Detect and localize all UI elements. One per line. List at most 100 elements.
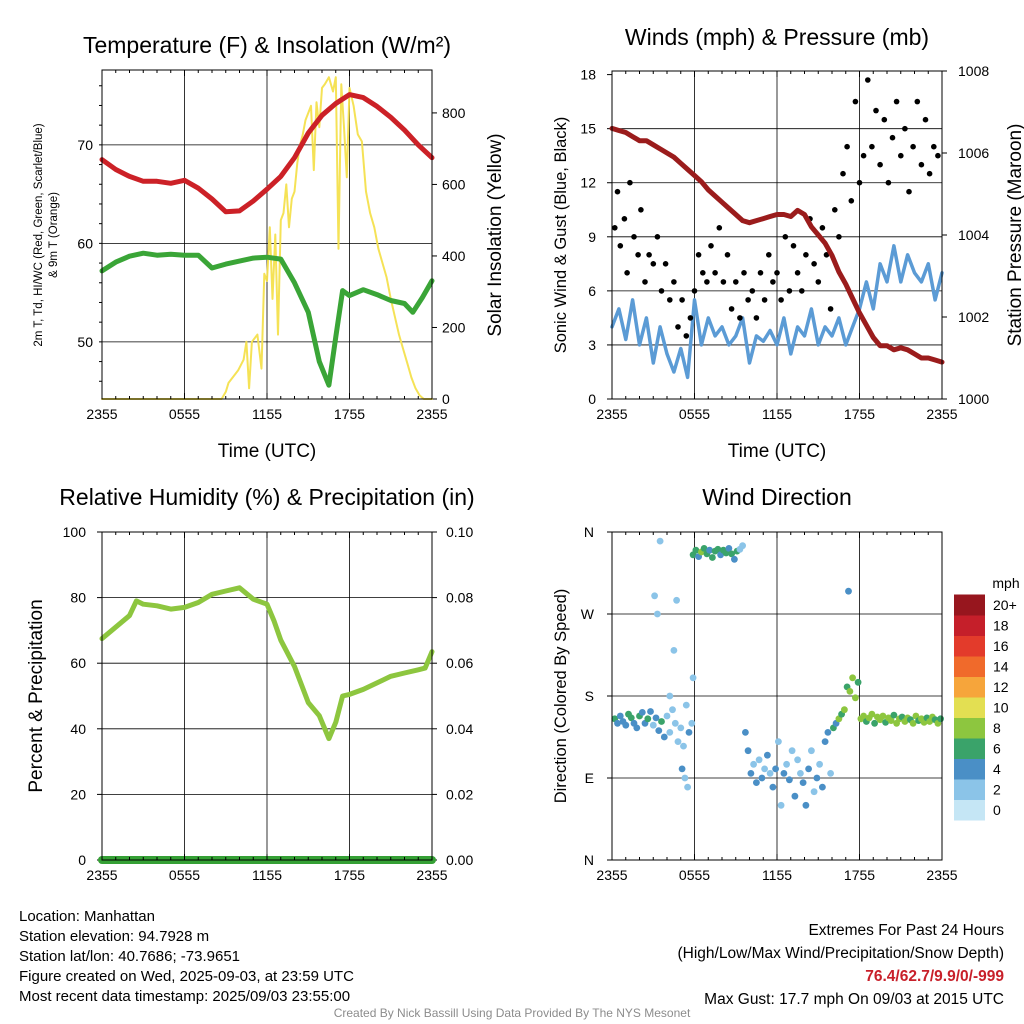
wind-xtick-label: 2355 [596,406,627,422]
wind-direction-point [841,706,848,714]
rh-ytick-label: 100 [63,524,87,540]
extremes-summary: Extremes For Past 24 Hours (High/Low/Max… [678,919,1005,1011]
dir-ytick-label: S [585,688,594,704]
temp-xlabel: Time (UTC) [218,441,317,462]
colorbar-swatch [954,799,985,821]
gust-point [700,270,706,276]
wind-ytick-right-label: 1006 [958,145,989,161]
temp-ytick-right-label: 400 [442,248,466,264]
wind-direction-point [666,692,674,700]
wind-direction-point [777,801,785,809]
gust-point [860,152,867,159]
wind-direction-point [627,714,635,722]
temp-ytick-label: 60 [77,235,93,251]
gust-point [782,234,789,240]
figure-created: Figure created on Wed, 2025-09-03, at 23… [19,968,354,985]
colorbar-swatch [954,594,985,616]
wind-direction-point [769,783,777,791]
dir-ytick-label: N [584,524,594,540]
colorbar-swatch [954,635,985,657]
wind-ytick-label: 12 [580,175,596,191]
rh-xtick-label: 2355 [86,867,117,883]
gust-point [922,116,929,123]
temp-xtick-label: 1755 [334,406,365,422]
wind-direction-point [761,765,768,773]
gust-point [741,270,747,276]
wind-direction-point [685,729,693,736]
wind-direction-point [638,709,646,716]
wind-direction-point [660,733,668,741]
wind-ytick-label: 18 [580,67,596,83]
wind-direction-point [819,783,826,791]
gust-point [617,243,624,249]
wind-direction-point [651,592,658,600]
wind-direction-point [788,747,796,755]
wind-direction-point [786,776,793,784]
wind-direction-point [644,715,652,723]
gust-point [786,288,793,294]
gust-point [811,261,817,267]
wind-direction-point [669,706,676,714]
wind-ytick-right-label: 1004 [958,227,989,243]
relative-humidity-line [99,585,435,742]
rh-xtick-label: 1755 [334,867,365,883]
wind-direction-point [887,717,895,724]
colorbar-label: 20+ [993,597,1017,613]
gust-point [624,270,630,276]
wind-xtick-label: 2355 [926,406,957,422]
rh-ytick-right-label: 0.08 [446,590,473,606]
gust-point [869,143,875,150]
temp-xtick-label: 2355 [86,406,117,422]
temp-xtick-label: 1155 [252,406,282,422]
gust-point [778,297,784,303]
gust-point [840,170,846,177]
gust-point [935,152,941,159]
wind-direction-point [764,751,771,759]
wind-direction-point [674,738,682,745]
wind-direction-point [758,774,766,782]
wind-ytick-right-label: 1002 [958,309,989,325]
extremes-values: 76.4/62.7/9.9/0/-999 [865,968,1004,985]
wind-direction-point [937,715,944,723]
wind-xtick-label: 1755 [844,406,875,422]
wind-direction-point [647,708,654,715]
wind-direction-point [909,719,917,727]
colorbar-swatch [954,615,985,636]
temp-ylabel-left: 2m T, Td, HI/WC (Red, Green, Scarlet/Blu… [33,123,45,346]
latest-timestamp: Most recent data timestamp: 2025/09/03 2… [19,988,351,1005]
wind-direction-point [802,801,810,809]
station-elevation: Station elevation: 94.7928 m [19,928,210,945]
wind-direction-point [816,760,823,768]
wind-ytick-label: 6 [588,283,596,299]
dir-xtick-label: 1755 [844,867,875,883]
gust-point [687,315,694,321]
wind-direction-point [860,712,867,720]
wind-direction-point [692,546,700,554]
colorbar-label: 4 [993,761,1001,777]
gust-point [889,134,896,141]
wind-direction-point [728,550,735,558]
rh-xtick-label: 2355 [416,867,447,883]
wind-direction-point [846,688,854,695]
gust-point [737,315,743,321]
wind-direction-point [772,765,779,773]
wind-xlabel: Time (UTC) [728,441,827,462]
gust-point [881,116,888,123]
gust-point [865,77,871,83]
gust-point [856,179,863,186]
gust-point [724,252,731,258]
gust-point [885,179,892,186]
wind-ytick-label: 9 [588,229,596,245]
gust-point [827,306,834,312]
wind-direction-point [725,545,733,552]
colorbar-label: 6 [993,740,1001,756]
gust-point [757,270,764,276]
wind-ytick-right-label: 1000 [958,391,989,407]
temperature-line [99,92,435,215]
colorbar-label: 2 [993,781,1001,797]
wind-direction-point [622,721,630,729]
gust-point [774,270,780,276]
wind-direction-point [849,674,856,682]
wind-direction-point [739,542,746,550]
wind-xtick-label: 1155 [762,406,792,422]
